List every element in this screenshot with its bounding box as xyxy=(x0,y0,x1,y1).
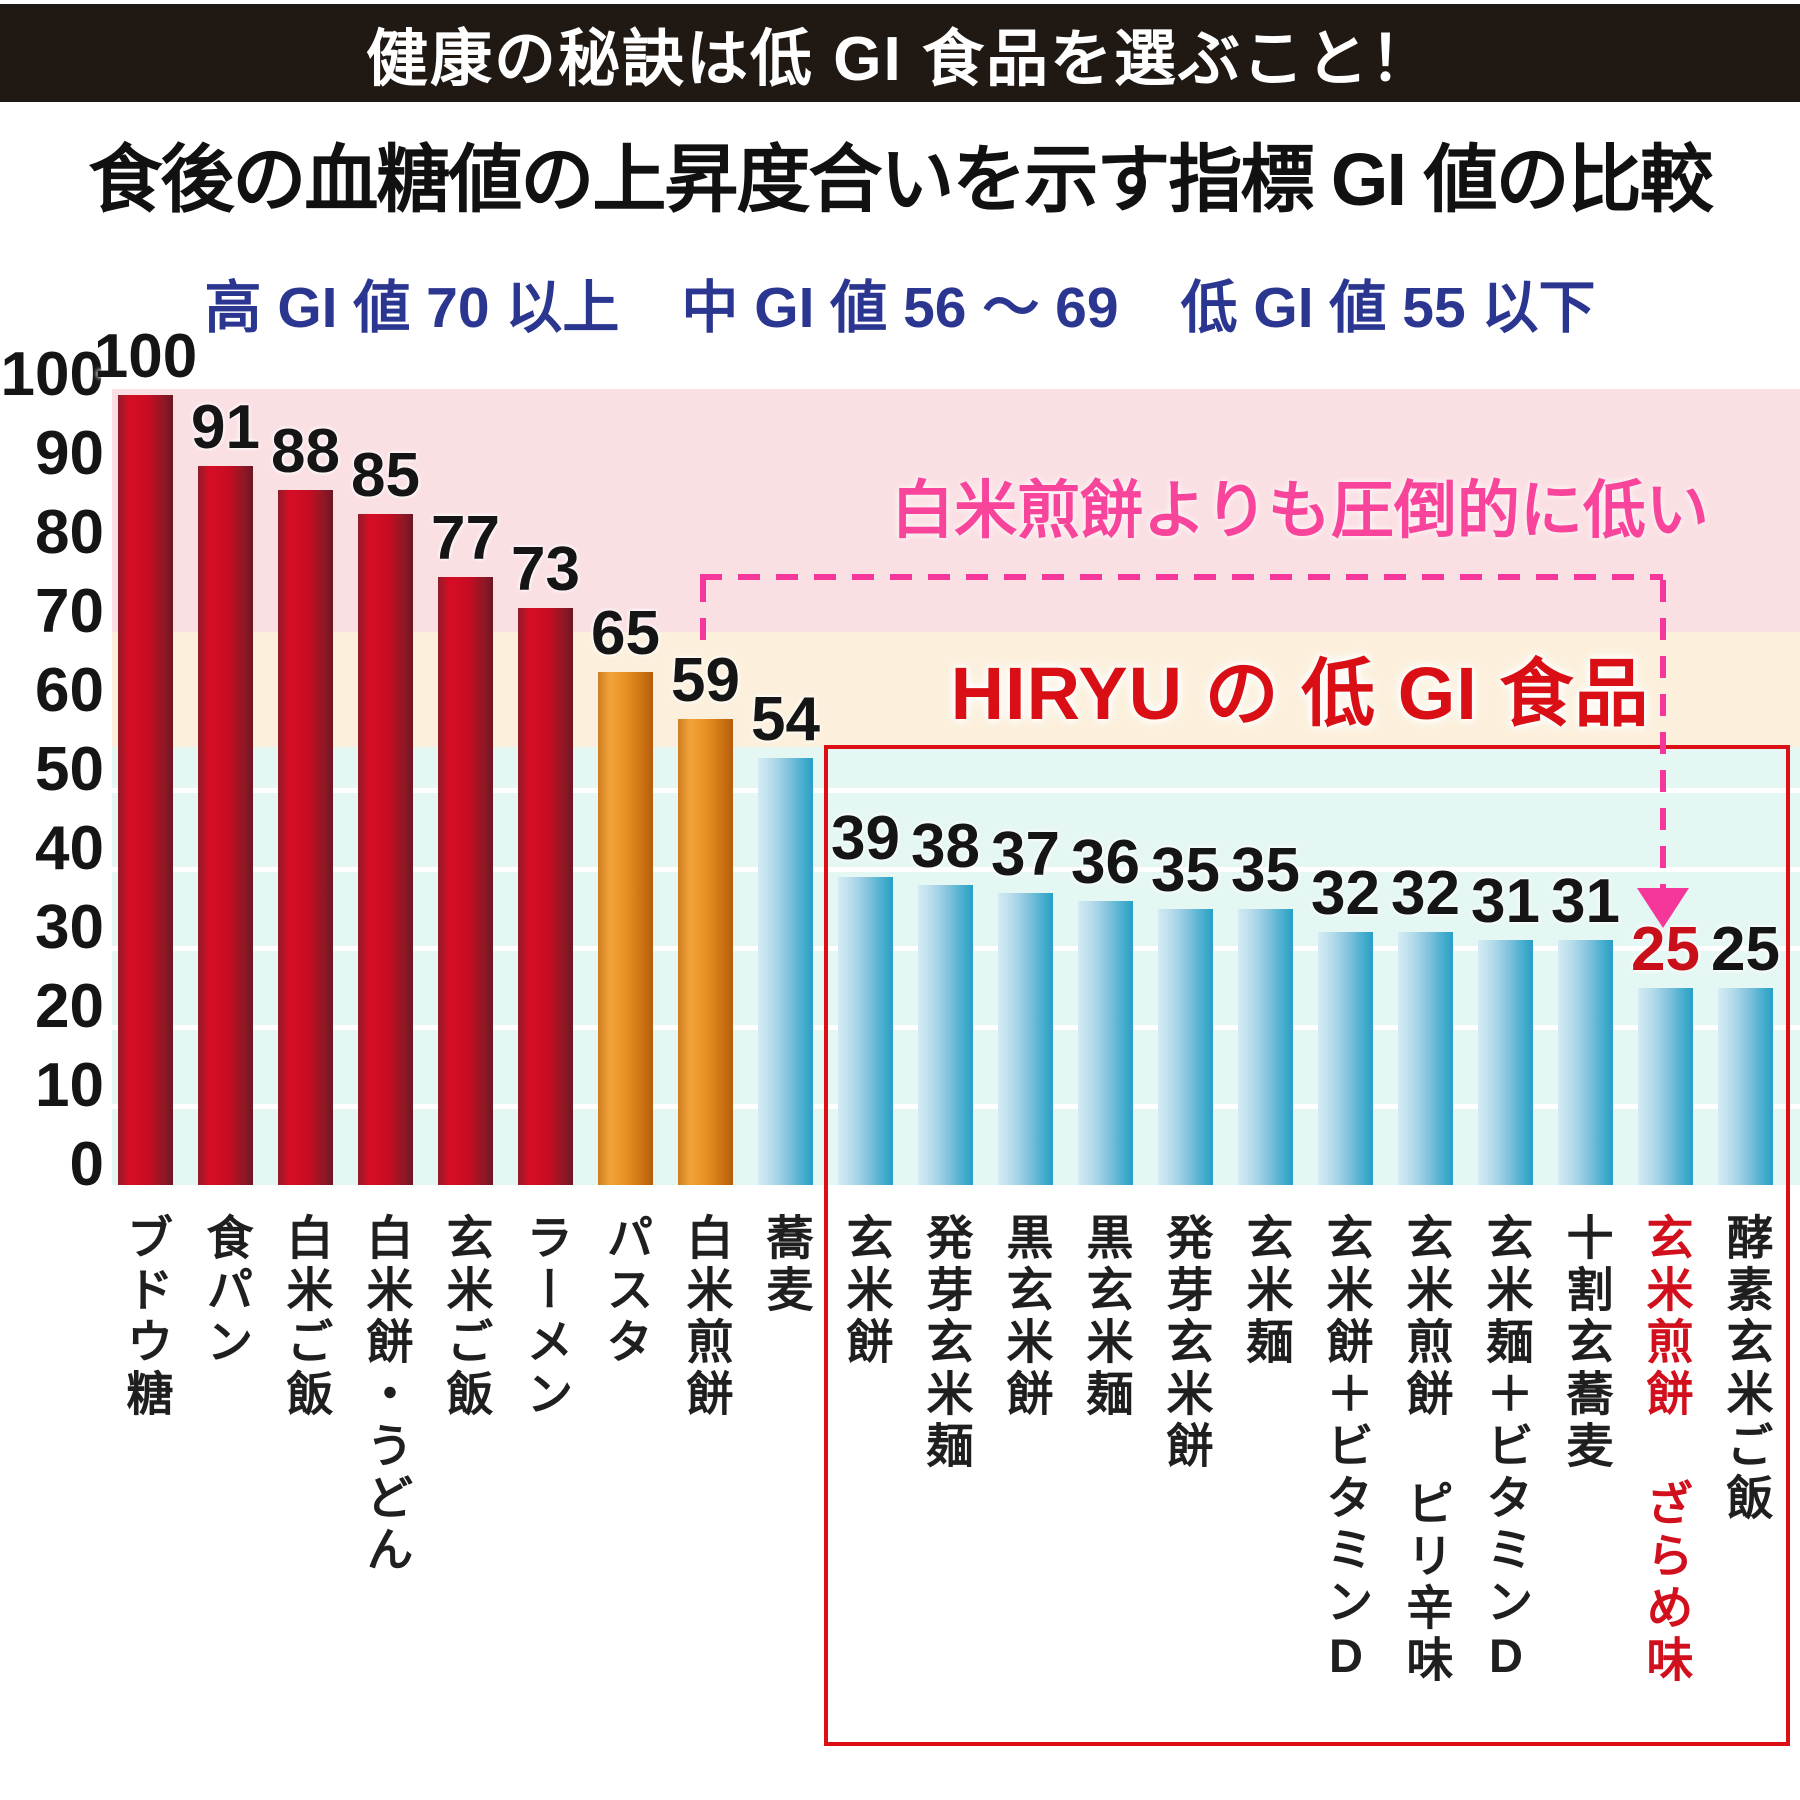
comparison-note: 白米煎餅よりも圧倒的に低い xyxy=(891,476,1709,546)
bar-value-label: 35 xyxy=(1231,835,1300,905)
bar-value-label: 77 xyxy=(431,503,500,573)
bar xyxy=(1718,987,1773,1185)
bar-category-label: 玄米煎餅 ピリ辛味 xyxy=(1399,1213,1453,1687)
bar xyxy=(598,671,653,1185)
bar-value-label: 35 xyxy=(1151,835,1220,905)
bar-value-label: 38 xyxy=(911,811,980,881)
bar xyxy=(998,892,1053,1185)
y-axis-tick-label: 10 xyxy=(35,1051,104,1120)
bar-category-label: 白米煎餅 xyxy=(679,1213,733,1421)
bar-category-label: 発芽玄米麺 xyxy=(919,1213,973,1473)
bar-value-label: 88 xyxy=(271,416,340,486)
bar-category-label: 発芽玄米餅 xyxy=(1159,1213,1213,1473)
bar xyxy=(1478,940,1533,1185)
bar-value-label: 31 xyxy=(1551,867,1620,937)
bar-value-label: 32 xyxy=(1391,859,1460,929)
bar-value-label: 39 xyxy=(831,803,900,873)
bar-category-label: 白米餅・うどん xyxy=(359,1213,413,1577)
bar-value-label: 32 xyxy=(1311,859,1380,929)
bar-value-label: 59 xyxy=(671,645,740,715)
bar xyxy=(1318,932,1373,1185)
bar xyxy=(758,758,813,1185)
bar xyxy=(358,513,413,1185)
chart-heading: 食後の血糖値の上昇度合いを示す指標 GI 値の比較 xyxy=(88,138,1713,221)
bar-category-label: 玄米餅＋ビタミンD xyxy=(1319,1213,1373,1687)
bar-category-label: 白米ご飯 xyxy=(279,1213,333,1421)
bar-value-label: 73 xyxy=(511,535,580,605)
bar xyxy=(1638,987,1693,1185)
bar-category-label: ラーメン xyxy=(519,1213,573,1421)
bar-value-label: 36 xyxy=(1071,827,1140,897)
bar-category-label: 蕎麦 xyxy=(759,1213,813,1317)
gridline xyxy=(112,867,1800,872)
y-axis-tick-label: 40 xyxy=(35,814,104,883)
gi-legend: 高 GI 値 70 以上 中 GI 値 56 ～ 69 低 GI 値 55 以下 xyxy=(0,262,1800,344)
bar xyxy=(118,395,173,1185)
hiryu-group-label: HIRYU の 低 GI 食品 xyxy=(950,652,1650,735)
title-banner: 健康の秘訣は低 GI 食品を選ぶこと！ xyxy=(0,4,1800,102)
bar xyxy=(1078,900,1133,1185)
bar-value-label: 65 xyxy=(591,598,660,668)
bar xyxy=(838,876,893,1185)
legend-mid-gi: 中 GI 値 56 ～ 69 xyxy=(681,276,1119,340)
bar xyxy=(518,608,573,1185)
note-dashed-line-horizontal xyxy=(700,574,1663,580)
bar xyxy=(1398,932,1453,1185)
bar-value-label: 25 xyxy=(1711,914,1780,984)
bar-category-label: パスタ xyxy=(599,1213,653,1369)
bar-category-label: 玄米麺 xyxy=(1239,1213,1293,1369)
legend-high-gi: 高 GI 値 70 以上 xyxy=(204,276,620,340)
y-axis-tick-label: 20 xyxy=(35,972,104,1041)
y-axis-tick-label: 80 xyxy=(35,498,104,567)
banner-title: 健康の秘訣は低 GI 食品を選ぶこと！ xyxy=(366,25,1434,94)
bar-category-label: 玄米麺＋ビタミンD xyxy=(1479,1213,1533,1687)
bar xyxy=(198,466,253,1185)
bar-category-label: 玄米餅 xyxy=(839,1213,893,1369)
legend-low-gi: 低 GI 値 55 以下 xyxy=(1180,276,1596,340)
note-dashed-line-drop xyxy=(1660,580,1666,888)
bar-category-label: 十割玄蕎麦 xyxy=(1559,1213,1613,1473)
bar-category-label: 黒玄米麺 xyxy=(1079,1213,1133,1421)
bar-value-label: 31 xyxy=(1471,867,1540,937)
y-axis-tick-label: 90 xyxy=(35,419,104,488)
bar-value-label: 100 xyxy=(93,322,198,391)
bar-category-label: ブドウ糖 xyxy=(119,1213,173,1421)
y-axis-tick-label: 70 xyxy=(35,577,104,646)
hiryu-group-box xyxy=(824,745,1790,1746)
y-axis-tick-label: 0 xyxy=(69,1130,104,1199)
y-axis-tick-label: 100 xyxy=(0,340,104,409)
y-axis-tick-label: 60 xyxy=(35,656,104,725)
pink-down-arrow-icon xyxy=(1637,888,1689,928)
bar-value-label: 91 xyxy=(191,393,260,463)
bar-value-label: 54 xyxy=(751,685,820,755)
note-dashed-line-stub xyxy=(700,580,706,650)
bar xyxy=(1158,908,1213,1185)
bar-category-label: 酵素玄米ご飯 xyxy=(1719,1213,1773,1525)
bar-category-label: 黒玄米餅 xyxy=(999,1213,1053,1421)
bar xyxy=(1238,908,1293,1185)
bar xyxy=(918,884,973,1185)
bar-value-label: 37 xyxy=(991,819,1060,889)
y-axis-tick-label: 50 xyxy=(35,735,104,804)
bar-value-label: 85 xyxy=(351,440,420,510)
bar-category-label: 玄米煎餅 ざらめ味 xyxy=(1639,1213,1693,1687)
bar xyxy=(278,489,333,1185)
gridline xyxy=(112,788,1800,793)
bar-category-label: 食パン xyxy=(199,1213,253,1369)
y-axis-tick-label: 30 xyxy=(35,893,104,962)
bar xyxy=(1558,940,1613,1185)
bar xyxy=(678,718,733,1185)
bar xyxy=(438,576,493,1185)
bar-category-label: 玄米ご飯 xyxy=(439,1213,493,1421)
